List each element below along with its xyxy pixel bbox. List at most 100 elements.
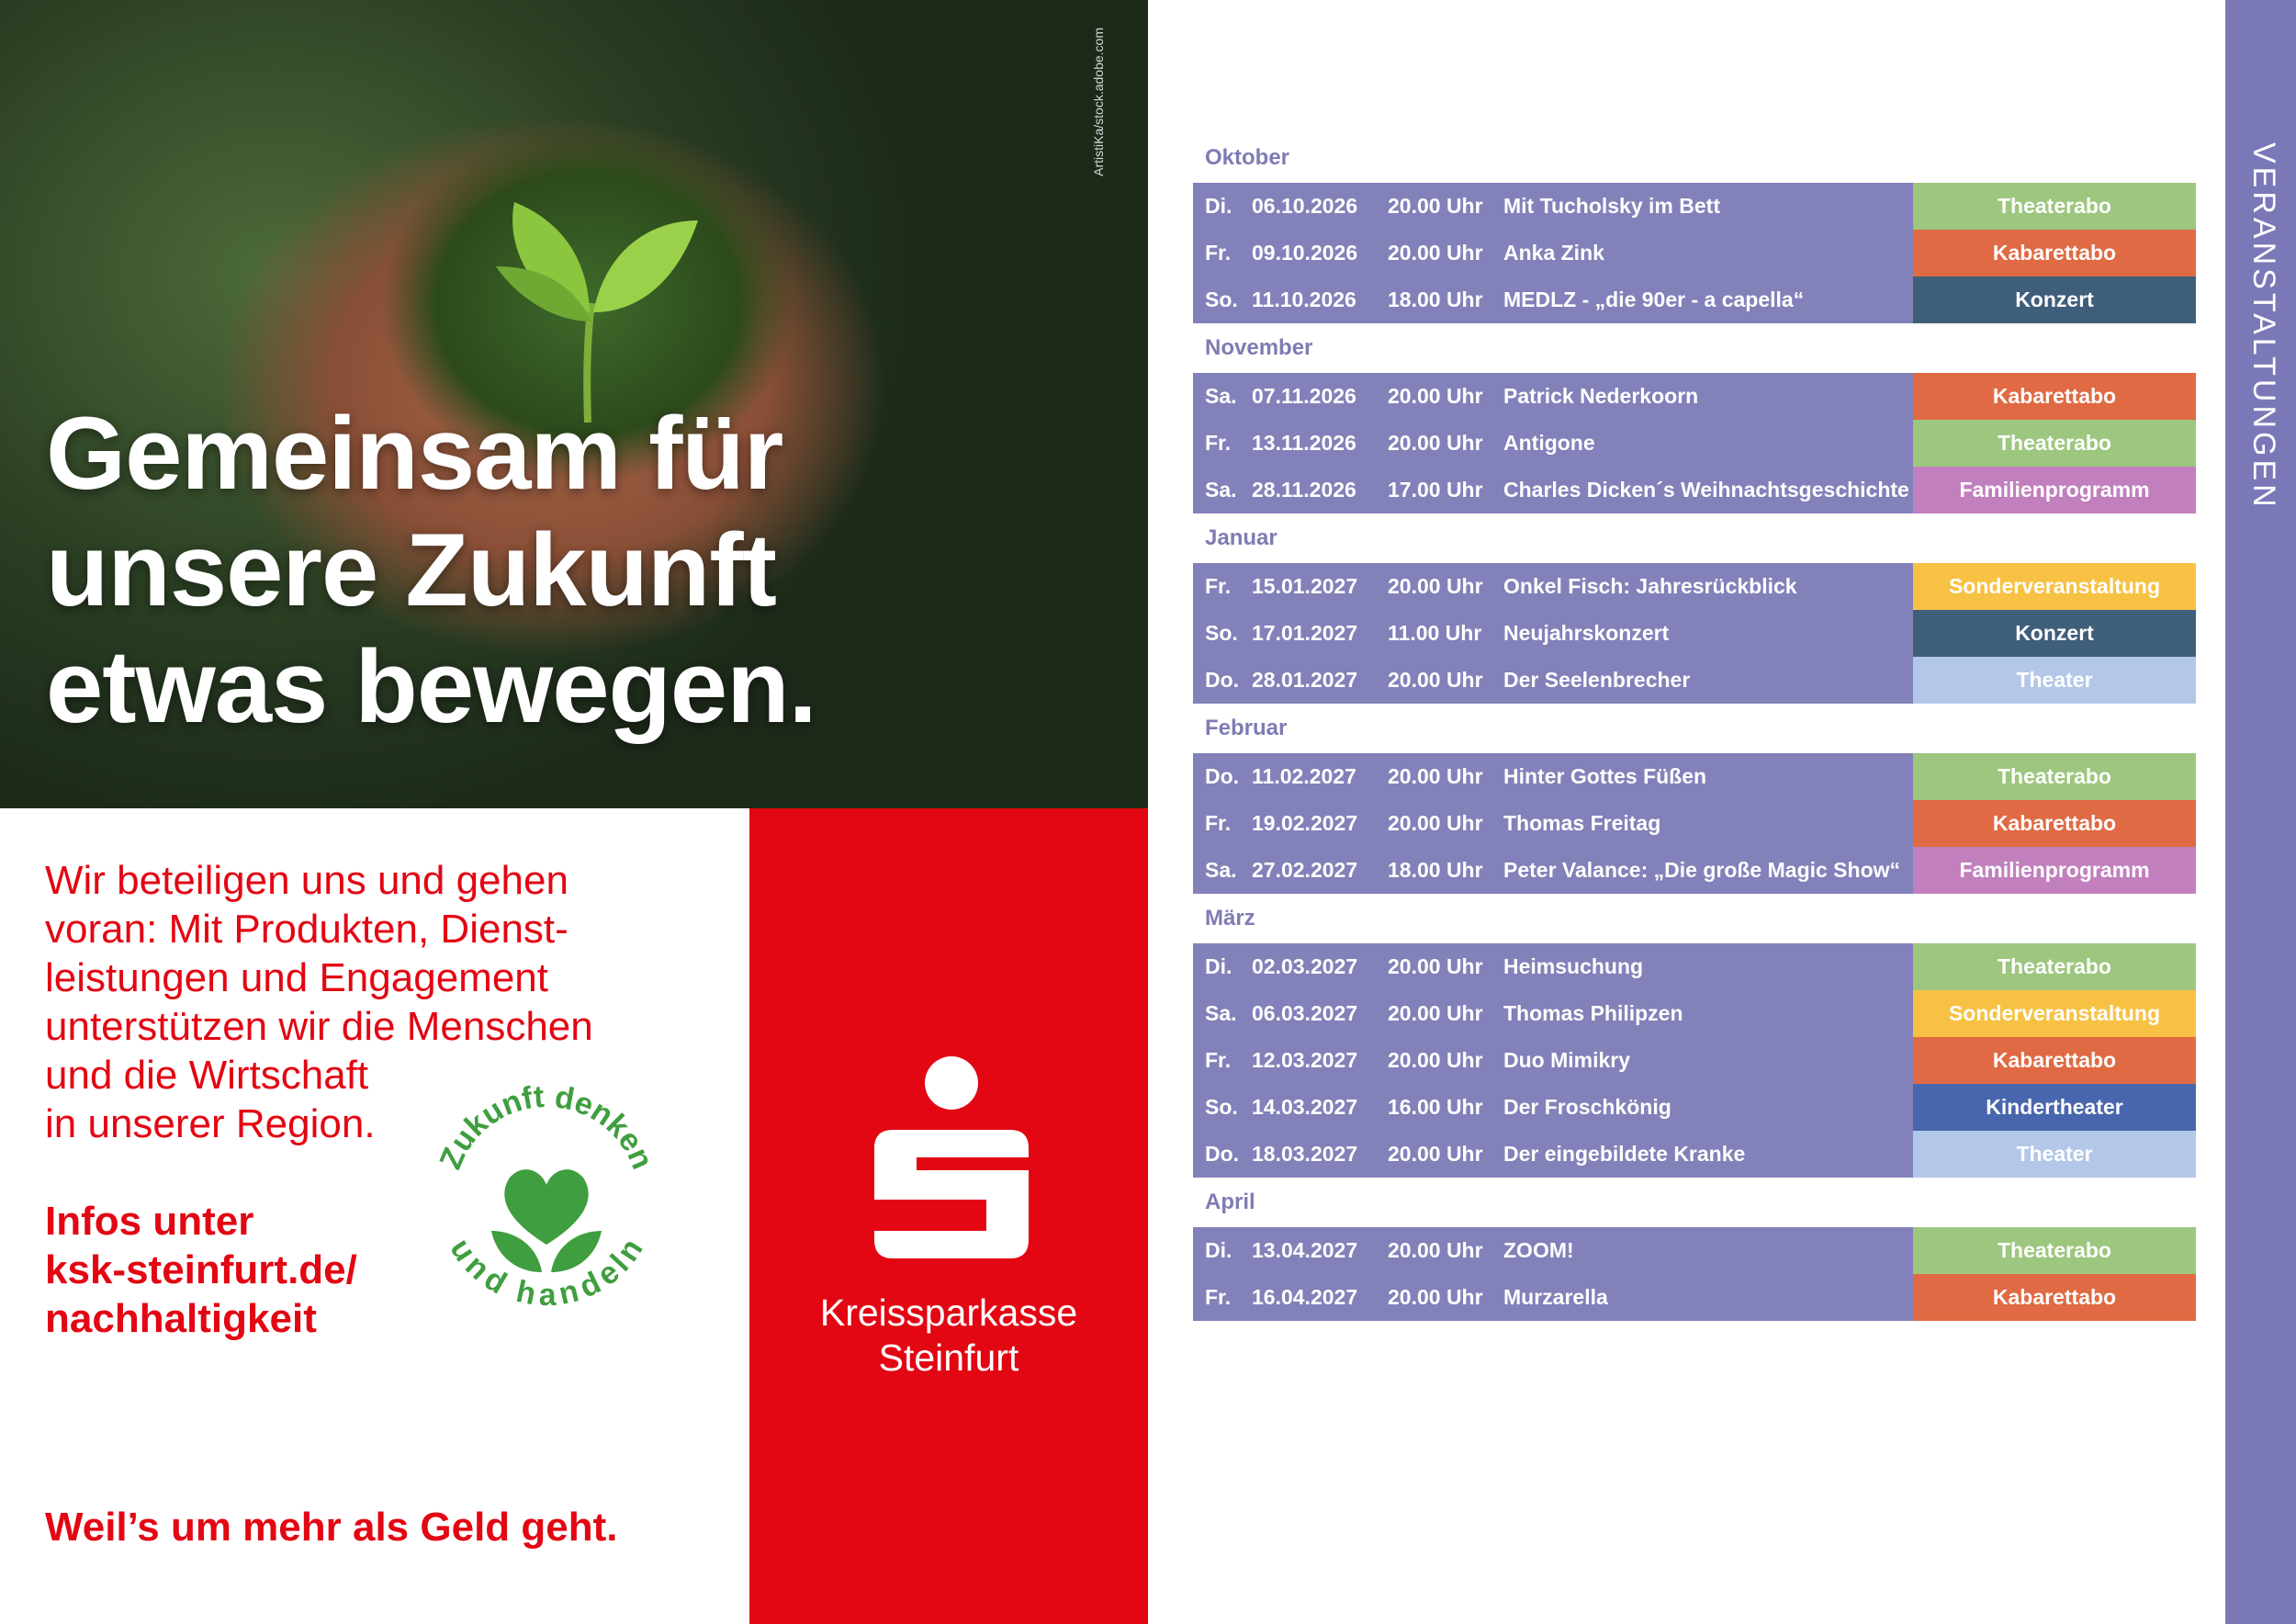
event-date: 28.11.2026 xyxy=(1252,478,1356,502)
event-row: So. 14.03.2027 16.00 Uhr Der Froschkönig Kin… xyxy=(1193,1084,2196,1131)
event-time: 11.00 Uhr xyxy=(1388,621,1482,645)
event-day: So. xyxy=(1205,621,1238,645)
event-tag: Kabarettabo xyxy=(1913,373,2196,420)
event-tag: Sonderveranstaltung xyxy=(1913,563,2196,610)
event-time: 20.00 Uhr xyxy=(1388,954,1483,978)
event-row: So. 17.01.2027 11.00 Uhr Neujahrskonzert Kon… xyxy=(1193,610,2196,657)
intro-line: in unserer Region. xyxy=(45,1101,376,1146)
event-tag: Kabarettabo xyxy=(1913,1274,2196,1321)
event-title: Patrick Nederkoorn xyxy=(1503,384,1699,408)
event-row: Sa. 28.11.2026 17.00 Uhr Charles Dicken´s W… xyxy=(1193,467,2196,513)
event-date: 13.04.2027 xyxy=(1252,1238,1358,1262)
info-link[interactable]: Infos unter ksk-steinfurt.de/ nachhaltig… xyxy=(45,1197,357,1343)
event-date: 12.03.2027 xyxy=(1252,1048,1358,1072)
event-time: 20.00 Uhr xyxy=(1388,811,1483,835)
bank-name-line: Steinfurt xyxy=(878,1336,1019,1379)
month-heading: März xyxy=(1205,906,1255,930)
intro-text: Wir beteiligen uns und gehen voran: Mit … xyxy=(45,856,706,1148)
intro-line: Wir beteiligen uns und gehen xyxy=(45,858,568,903)
event-day: So. xyxy=(1205,1095,1238,1119)
leaf-icon xyxy=(491,1231,542,1272)
event-time: 20.00 Uhr xyxy=(1388,1142,1483,1166)
sustainability-badge: Zukunft denken und handeln xyxy=(433,1079,659,1313)
event-day: Fr. xyxy=(1205,431,1232,455)
event-time: 20.00 Uhr xyxy=(1388,574,1483,598)
event-tag: Konzert xyxy=(1913,276,2196,323)
event-date: 15.01.2027 xyxy=(1252,574,1358,598)
event-day: Sa. xyxy=(1205,478,1237,502)
slogan: Weil’s um mehr als Geld geht. xyxy=(45,1505,618,1550)
event-date: 06.10.2026 xyxy=(1252,194,1358,218)
event-title: Der eingebildete Kranke xyxy=(1503,1142,1746,1166)
hero-photo: ArtistiKa/stock.adobe.com Gemeinsam für … xyxy=(0,0,1148,808)
event-day: Di. xyxy=(1205,1238,1232,1262)
event-tag: Familienprogramm xyxy=(1913,467,2196,513)
event-day: Do. xyxy=(1205,1142,1240,1166)
event-tag: Kindertheater xyxy=(1913,1084,2196,1131)
sparkasse-logo-icon xyxy=(874,1056,1029,1258)
event-time: 20.00 Uhr xyxy=(1388,1285,1483,1309)
event-day: Sa. xyxy=(1205,1001,1237,1025)
event-time: 20.00 Uhr xyxy=(1388,431,1483,455)
event-time: 18.00 Uhr xyxy=(1388,288,1483,311)
event-title: Der Seelenbrecher xyxy=(1503,668,1691,692)
month-heading: Oktober xyxy=(1205,145,1290,170)
event-title: Murzarella xyxy=(1503,1285,1608,1309)
event-row: Fr. 16.04.2027 20.00 Uhr Murzarella Kabarett… xyxy=(1193,1274,2196,1321)
event-tag: Theaterabo xyxy=(1913,420,2196,467)
sprout-illustration xyxy=(496,202,698,423)
event-tag: Theaterabo xyxy=(1913,1227,2196,1274)
event-title: Thomas Freitag xyxy=(1503,811,1661,835)
event-title: Peter Valance: „Die große Magic Show“ xyxy=(1503,858,1901,882)
event-date: 27.02.2027 xyxy=(1252,858,1358,882)
photo-credit: ArtistiKa/stock.adobe.com xyxy=(1091,28,1106,176)
event-day: Fr. xyxy=(1205,811,1232,835)
event-row: Di. 02.03.2027 20.00 Uhr Heimsuchung Theater… xyxy=(1193,943,2196,990)
event-time: 20.00 Uhr xyxy=(1388,764,1483,788)
event-time: 20.00 Uhr xyxy=(1388,384,1483,408)
badge-top-text: Zukunft denken xyxy=(433,1079,659,1174)
bank-name-line: Kreissparkasse xyxy=(819,1291,1078,1334)
svg-text:Zukunft denken: Zukunft denken xyxy=(433,1079,659,1174)
info-line: nachhaltigkeit xyxy=(45,1296,317,1341)
event-row: Fr. 19.02.2027 20.00 Uhr Thomas Freitag Kaba… xyxy=(1193,800,2196,847)
event-day: Sa. xyxy=(1205,858,1237,882)
event-date: 19.02.2027 xyxy=(1252,811,1358,835)
event-tag: Theater xyxy=(1913,1131,2196,1178)
event-title: Charles Dicken´s Weihnachtsgeschichte xyxy=(1503,478,1909,502)
intro-line: unterstützen wir die Menschen xyxy=(45,1004,593,1049)
leaf-icon xyxy=(551,1231,602,1272)
event-title: Heimsuchung xyxy=(1503,954,1644,978)
event-row: Sa. 06.03.2027 20.00 Uhr Thomas Philipzen So… xyxy=(1193,990,2196,1037)
event-tag: Kabarettabo xyxy=(1913,1037,2196,1084)
event-title: Duo Mimikry xyxy=(1503,1048,1631,1072)
bank-name: Kreissparkasse Steinfurt xyxy=(749,1291,1148,1381)
month-heading: Januar xyxy=(1205,525,1277,550)
headline-line: unsere Zukunft xyxy=(46,513,777,627)
event-date: 16.04.2027 xyxy=(1252,1285,1358,1309)
event-row: Do. 18.03.2027 20.00 Uhr Der eingebildete K… xyxy=(1193,1131,2196,1178)
event-tag: Theaterabo xyxy=(1913,183,2196,230)
event-row: Di. 06.10.2026 20.00 Uhr Mit Tucholsky im B… xyxy=(1193,183,2196,230)
event-row: Fr. 13.11.2026 20.00 Uhr Antigone Theaterabo xyxy=(1193,420,2196,467)
event-day: Do. xyxy=(1205,668,1240,692)
event-day: Fr. xyxy=(1205,241,1232,265)
event-row: Do. 28.01.2027 20.00 Uhr Der Seelenbrecher T… xyxy=(1193,657,2196,704)
event-schedule: Oktober Di. 06.10.2026 20.00 Uhr Mit Tuchols… xyxy=(1193,133,2196,1321)
event-title: Anka Zink xyxy=(1503,241,1604,265)
event-tag: Sonderveranstaltung xyxy=(1913,990,2196,1037)
event-time: 16.00 Uhr xyxy=(1388,1095,1483,1119)
event-date: 17.01.2027 xyxy=(1252,621,1358,645)
event-day: So. xyxy=(1205,288,1238,311)
headline-line: etwas bewegen. xyxy=(46,629,817,744)
event-day: Fr. xyxy=(1205,1048,1232,1072)
event-tag: Theaterabo xyxy=(1913,753,2196,800)
intro-line: und die Wirtschaft xyxy=(45,1053,369,1098)
event-tag: Theater xyxy=(1913,657,2196,704)
event-time: 17.00 Uhr xyxy=(1388,478,1483,502)
event-day: Di. xyxy=(1205,194,1232,218)
event-date: 11.02.2027 xyxy=(1252,764,1356,788)
event-time: 18.00 Uhr xyxy=(1388,858,1483,882)
month-heading: November xyxy=(1205,335,1313,360)
event-row: Do. 11.02.2027 20.00 Uhr Hinter Gottes Füße… xyxy=(1193,753,2196,800)
